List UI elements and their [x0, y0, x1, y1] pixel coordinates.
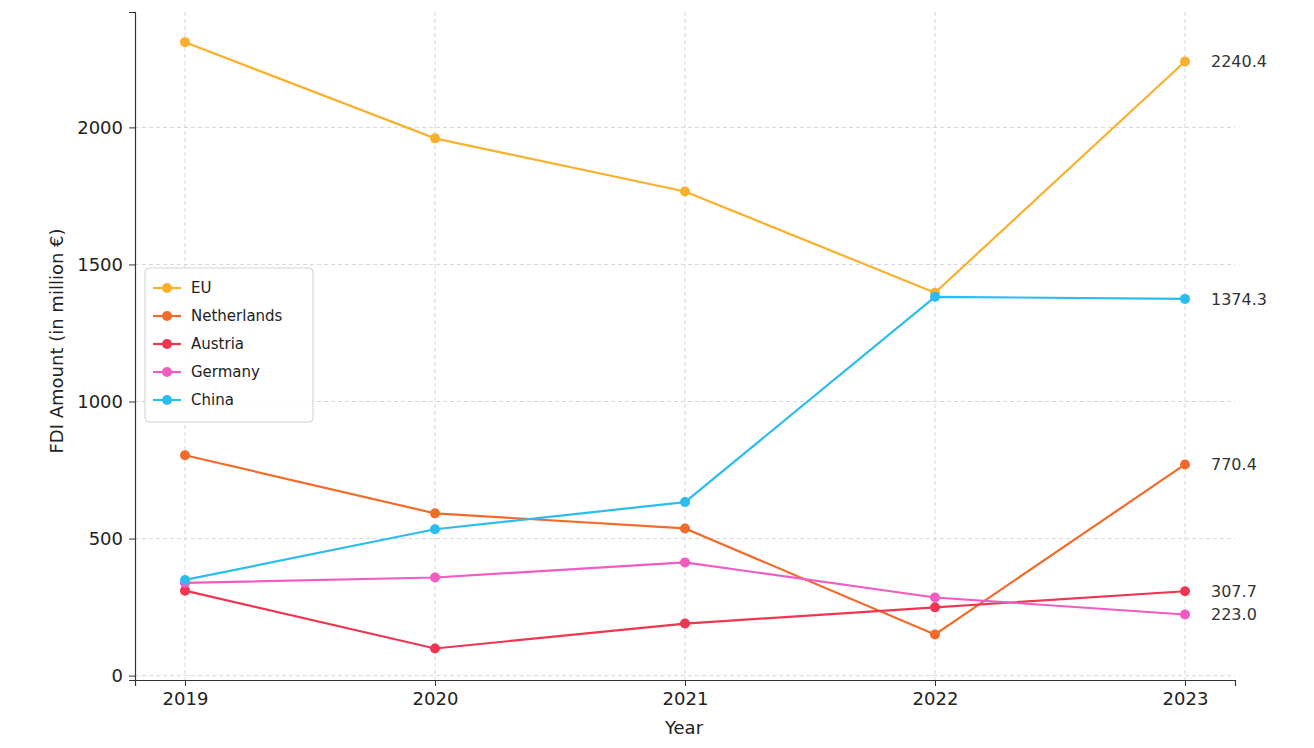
series-line: [185, 591, 1185, 649]
series-line: [185, 562, 1185, 614]
tick: 500: [89, 528, 135, 549]
tick-mark: [129, 539, 135, 540]
legend-label: China: [191, 391, 234, 409]
point-marker: [430, 572, 440, 582]
point-marker: [1180, 57, 1190, 67]
x-axis-title: Year: [664, 717, 704, 738]
point-marker: [930, 629, 940, 639]
tick-label: 2022: [913, 688, 959, 709]
tick-mark: [129, 676, 135, 677]
point-marker: [680, 523, 690, 533]
grid-line: [135, 264, 1235, 265]
tick-mark: [129, 264, 135, 265]
point-marker: [430, 508, 440, 518]
tick: 2019: [163, 680, 209, 709]
point-marker: [930, 592, 940, 602]
tick-mark: [129, 127, 135, 128]
tick: 2023: [1163, 680, 1209, 709]
legend-label: Netherlands: [191, 307, 283, 325]
legend-swatch: [162, 283, 172, 293]
tick: 0: [112, 665, 135, 686]
grid-line: [135, 675, 1235, 676]
tick: 1000: [77, 391, 135, 412]
grid-line: [135, 127, 1235, 128]
y-axis-title: FDI Amount (in million €): [46, 228, 67, 453]
legend-swatch: [162, 339, 172, 349]
data-label: 307.7: [1211, 582, 1257, 601]
legend-label: Austria: [191, 335, 244, 353]
series-line: [185, 455, 1185, 634]
tick-mark: [1185, 680, 1186, 686]
legend-label: Germany: [191, 363, 260, 381]
legend-frame: [145, 268, 313, 422]
tick-mark: [129, 402, 135, 403]
point-marker: [930, 602, 940, 612]
grid-line: [685, 12, 686, 680]
tick-label: 2023: [1163, 688, 1209, 709]
legend-item: China: [153, 391, 234, 409]
tick: 2020: [413, 680, 459, 709]
legend-item: EU: [153, 279, 211, 297]
plot-area: 2019 2020 2021 2022 2023 0 500 1000 1500 2000 Year…: [46, 12, 1267, 738]
tick-mark: [435, 680, 436, 686]
tick: 1500: [77, 254, 135, 275]
data-labels: 2240.4 770.4 307.7 223.0 1374.3: [1211, 52, 1267, 624]
tick: 2021: [663, 680, 709, 709]
point-marker: [680, 497, 690, 507]
tick-label: 1500: [77, 254, 123, 275]
legend-item: Netherlands: [153, 307, 283, 325]
legend-swatch: [162, 367, 172, 377]
tick-label: 2019: [163, 688, 209, 709]
point-marker: [680, 557, 690, 567]
tick: 2022: [913, 680, 959, 709]
data-label: 1374.3: [1211, 290, 1267, 309]
point-marker: [1180, 294, 1190, 304]
tick-mark: [935, 680, 936, 686]
legend: EU Netherlands Austria Germany China: [145, 268, 313, 422]
grid-line: [1185, 12, 1186, 680]
tick-mark: [185, 680, 186, 686]
tick-label: 1000: [77, 391, 123, 412]
data-label: 223.0: [1211, 605, 1257, 624]
tick-label: 2000: [77, 117, 123, 138]
legend-swatch: [162, 311, 172, 321]
point-marker: [180, 450, 190, 460]
point-marker: [1180, 459, 1190, 469]
data-label: 770.4: [1211, 455, 1257, 474]
y-axis: 0 500 1000 1500 2000: [77, 13, 135, 686]
legend-item: Germany: [153, 363, 260, 381]
point-marker: [680, 619, 690, 629]
point-marker: [430, 133, 440, 143]
legend-item: Austria: [153, 335, 244, 353]
tick-label: 500: [89, 528, 123, 549]
axis-line: [136, 681, 1236, 687]
x-axis: 2019 2020 2021 2022 2023: [136, 680, 1236, 709]
point-marker: [930, 292, 940, 302]
grid-line: [135, 538, 1235, 539]
point-marker: [680, 187, 690, 197]
axis-line: [129, 13, 136, 681]
point-marker: [430, 524, 440, 534]
tick: 2000: [77, 117, 135, 138]
legend-swatch: [162, 395, 172, 405]
grid-line: [935, 12, 936, 680]
point-marker: [180, 575, 190, 585]
tick-label: 0: [112, 665, 123, 686]
point-marker: [180, 37, 190, 47]
series-line: [185, 297, 1185, 580]
point-marker: [1180, 586, 1190, 596]
chart: 2019 2020 2021 2022 2023 0 500 1000 1500 2000 Year…: [0, 0, 1314, 748]
tick-mark: [685, 680, 686, 686]
tick-label: 2020: [413, 688, 459, 709]
series-group: [180, 37, 1190, 653]
series-line: [185, 42, 1185, 293]
tick-label: 2021: [663, 688, 709, 709]
data-label: 2240.4: [1211, 52, 1267, 71]
point-marker: [430, 643, 440, 653]
legend-label: EU: [191, 279, 211, 297]
grid: [135, 12, 1235, 680]
point-marker: [1180, 609, 1190, 619]
